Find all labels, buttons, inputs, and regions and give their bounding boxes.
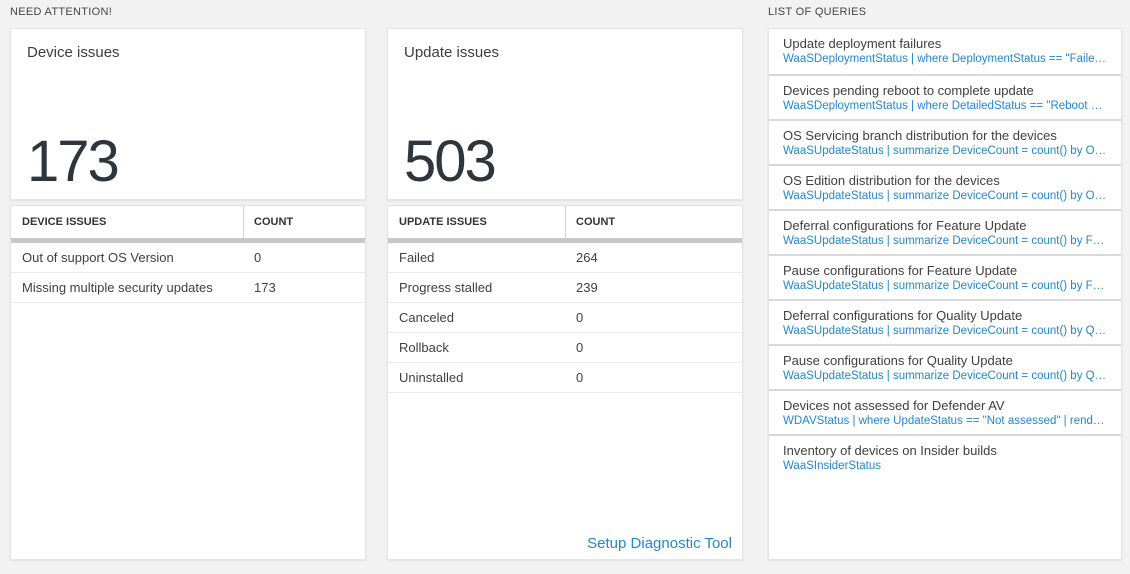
setup-diagnostic-tool-link[interactable]: Setup Diagnostic Tool (587, 535, 732, 552)
list-of-queries-section-title: LIST OF QUERIES (768, 6, 867, 18)
row-count: 0 (576, 340, 584, 355)
query-item-title: OS Servicing branch distribution for the… (783, 128, 1057, 143)
table-row-progress-stalled[interactable]: Progress stalled 239 (388, 273, 742, 303)
query-item-title: Pause configurations for Feature Update (783, 263, 1018, 278)
table-row-failed[interactable]: Failed 264 (388, 243, 742, 273)
update-issues-tile-title: Update issues (404, 44, 500, 61)
update-issues-total-count: 503 (404, 129, 497, 194)
column-header-count: COUNT (254, 216, 294, 228)
need-attention-section-title: NEED ATTENTION! (10, 6, 113, 18)
device-issues-column: NEED ATTENTION! Device issues 173 DEVICE… (10, 5, 366, 560)
row-label: Rollback (399, 340, 449, 355)
column-header-count: COUNT (576, 216, 616, 228)
update-issues-table-header: UPDATE ISSUES COUNT (388, 206, 742, 238)
query-item-devices-pending-reboot[interactable]: Devices pending reboot to complete updat… (769, 74, 1121, 119)
query-item-pause-feature-update[interactable]: Pause configurations for Feature Update … (769, 254, 1121, 299)
query-item-insider-builds-inventory[interactable]: Inventory of devices on Insider builds W… (769, 434, 1121, 559)
device-issues-tile-title: Device issues (27, 44, 120, 61)
device-issues-table-header: DEVICE ISSUES COUNT (11, 206, 365, 238)
query-item-title: Pause configurations for Quality Update (783, 353, 1013, 368)
query-list-column: LIST OF QUERIES Update deployment failur… (768, 5, 1122, 560)
row-count: 239 (576, 280, 598, 295)
update-issues-table-card: UPDATE ISSUES COUNT Failed 264 Progress … (387, 205, 743, 560)
row-count: 0 (576, 310, 584, 325)
query-item-title: Inventory of devices on Insider builds (783, 443, 997, 458)
row-count: 0 (576, 370, 584, 385)
table-row-uninstalled[interactable]: Uninstalled 0 (388, 363, 742, 393)
row-count: 0 (254, 250, 262, 265)
device-issues-tile[interactable]: Device issues 173 (10, 28, 366, 200)
query-item-query-text: WaaSUpdateStatus | summarize DeviceCount… (783, 280, 1107, 292)
query-item-query-text: WDAVStatus | where UpdateStatus == "Not … (783, 415, 1107, 427)
row-label: Failed (399, 250, 435, 265)
table-row-missing-security-updates[interactable]: Missing multiple security updates 173 (11, 273, 365, 303)
query-item-defender-av-not-assessed[interactable]: Devices not assessed for Defender AV WDA… (769, 389, 1121, 434)
update-issues-column: Update issues 503 UPDATE ISSUES COUNT Fa… (387, 5, 743, 560)
row-label: Progress stalled (399, 280, 493, 295)
query-item-title: Deferral configurations for Quality Upda… (783, 308, 1023, 323)
column-header-update-issues: UPDATE ISSUES (388, 206, 566, 238)
table-header-underline-bar (11, 238, 365, 243)
query-item-title: OS Edition distribution for the devices (783, 173, 1000, 188)
row-count: 264 (576, 250, 598, 265)
query-item-query-text: WaaSUpdateStatus | summarize DeviceCount… (783, 325, 1107, 337)
device-issues-total-count: 173 (27, 129, 120, 194)
query-item-os-servicing-branch[interactable]: OS Servicing branch distribution for the… (769, 119, 1121, 164)
query-item-title: Deferral configurations for Feature Upda… (783, 218, 1027, 233)
query-list-card: Update deployment failures WaaSDeploymen… (768, 28, 1122, 560)
query-item-query-text: WaaSUpdateStatus | summarize DeviceCount… (783, 145, 1107, 157)
query-item-deferral-feature-update[interactable]: Deferral configurations for Feature Upda… (769, 209, 1121, 254)
row-label: Out of support OS Version (22, 250, 174, 265)
row-label: Uninstalled (399, 370, 464, 385)
query-item-query-text: WaaSUpdateStatus | summarize DeviceCount… (783, 190, 1107, 202)
query-item-os-edition-distribution[interactable]: OS Edition distribution for the devices … (769, 164, 1121, 209)
column-header-device-issues: DEVICE ISSUES (11, 206, 244, 238)
query-item-query-text: WaaSUpdateStatus | summarize DeviceCount… (783, 370, 1107, 382)
table-row-canceled[interactable]: Canceled 0 (388, 303, 742, 333)
table-row-out-of-support-os[interactable]: Out of support OS Version 0 (11, 243, 365, 273)
query-item-query-text: WaaSDeploymentStatus | where DetailedSta… (783, 100, 1107, 112)
query-item-pause-quality-update[interactable]: Pause configurations for Quality Update … (769, 344, 1121, 389)
query-item-title: Devices pending reboot to complete updat… (783, 83, 1034, 98)
query-item-query-text: WaaSInsiderStatus (783, 460, 882, 472)
device-issues-table-card: DEVICE ISSUES COUNT Out of support OS Ve… (10, 205, 366, 560)
table-header-underline-bar (388, 238, 742, 243)
query-item-query-text: WaaSUpdateStatus | summarize DeviceCount… (783, 235, 1107, 247)
row-label: Missing multiple security updates (22, 280, 213, 295)
query-item-title: Update deployment failures (783, 36, 942, 51)
query-item-title: Devices not assessed for Defender AV (783, 398, 1005, 413)
query-item-deferral-quality-update[interactable]: Deferral configurations for Quality Upda… (769, 299, 1121, 344)
update-issues-tile[interactable]: Update issues 503 (387, 28, 743, 200)
query-item-query-text: WaaSDeploymentStatus | where DeploymentS… (783, 53, 1107, 65)
row-count: 173 (254, 280, 276, 295)
table-row-rollback[interactable]: Rollback 0 (388, 333, 742, 363)
row-label: Canceled (399, 310, 454, 325)
query-item-update-deployment-failures[interactable]: Update deployment failures WaaSDeploymen… (769, 29, 1121, 74)
